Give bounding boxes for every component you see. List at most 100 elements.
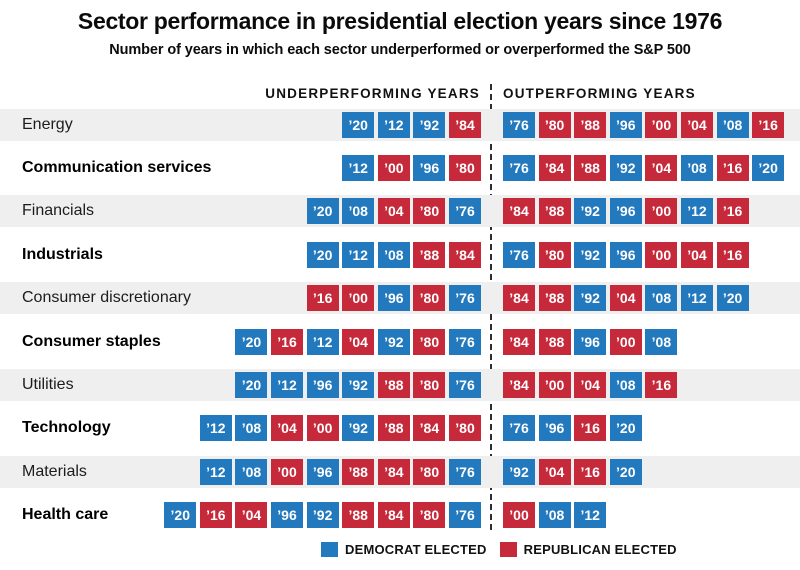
- column-headers: UNDERPERFORMING YEARS OUTPERFORMING YEAR…: [0, 86, 800, 104]
- year-box: ’00: [271, 458, 304, 485]
- year-box: ’04: [609, 285, 642, 312]
- year-box: ’80: [538, 111, 571, 138]
- year-box: ’00: [538, 372, 571, 399]
- year-box: ’12: [342, 241, 375, 268]
- row-band: Technology ’12’08’04’00’92’88’84’80 ’76’96…: [0, 412, 800, 444]
- year-box: ’88: [342, 458, 375, 485]
- year-box: ’76: [503, 415, 535, 442]
- year-box: ’16: [271, 328, 304, 355]
- year-box: ’92: [342, 372, 375, 399]
- year-box: ’00: [503, 502, 535, 529]
- underperforming-years-group: ’20’16’12’04’92’80’76: [235, 328, 481, 355]
- year-box: ’08: [538, 502, 571, 529]
- year-box: ’96: [609, 111, 642, 138]
- sector-label: Consumer staples: [22, 332, 161, 350]
- year-box: ’20: [752, 155, 785, 182]
- year-box: ’80: [449, 155, 481, 182]
- year-box: ’80: [413, 198, 446, 225]
- year-box: ’12: [271, 372, 304, 399]
- year-box: ’16: [645, 372, 678, 399]
- year-box: ’80: [413, 285, 446, 312]
- row-band: Financials ’20’08’04’80’76 ’84’88’92’96’00…: [0, 195, 800, 228]
- outperforming-years-group: ’76’96’16’20: [503, 415, 642, 442]
- year-box: ’00: [377, 155, 410, 182]
- year-box: ’84: [503, 328, 535, 355]
- year-box: ’76: [503, 241, 535, 268]
- republican-color-swatch: [499, 542, 517, 557]
- underperforming-years-group: ’12’00’96’80: [342, 155, 481, 182]
- outperforming-years-group: ’76’84’88’92’04’08’16’20: [503, 155, 785, 182]
- year-box: ’84: [503, 285, 535, 312]
- year-box: ’08: [645, 328, 678, 355]
- sector-label: Health care: [22, 506, 109, 524]
- page-title: Sector performance in presidential elect…: [77, 8, 723, 34]
- outperforming-column-header: OUTPERFORMING YEARS: [503, 86, 696, 101]
- underperforming-years-group: ’12’08’00’96’88’84’80’76: [199, 458, 481, 485]
- year-box: ’08: [680, 155, 713, 182]
- year-box: ’92: [574, 241, 607, 268]
- sector-label: Financials: [22, 202, 95, 220]
- page-subtitle: Number of years in which each sector und…: [109, 42, 691, 58]
- year-box: ’20: [235, 372, 268, 399]
- year-box: ’04: [680, 111, 713, 138]
- year-box: ’20: [609, 458, 642, 485]
- year-box: ’12: [680, 285, 713, 312]
- year-box: ’96: [609, 241, 642, 268]
- year-box: ’96: [609, 198, 642, 225]
- year-box: ’96: [538, 415, 571, 442]
- year-box: ’88: [413, 241, 446, 268]
- year-box: ’00: [306, 415, 339, 442]
- year-box: ’92: [503, 458, 535, 485]
- sector-row: Consumer discretionary ’16’00’96’80’76 ’84…: [0, 277, 800, 320]
- year-box: ’04: [342, 328, 375, 355]
- year-box: ’76: [449, 458, 481, 485]
- year-box: ’20: [306, 198, 339, 225]
- sector-row: Financials ’20’08’04’80’76 ’84’88’92’96’00…: [0, 190, 800, 233]
- year-box: ’12: [377, 111, 410, 138]
- year-box: ’80: [538, 241, 571, 268]
- year-box: ’80: [449, 415, 481, 442]
- row-band: Materials ’12’08’00’96’88’84’80’76’92’04’…: [0, 455, 800, 488]
- year-box: ’96: [413, 155, 446, 182]
- year-box: ’20: [164, 502, 197, 529]
- year-box: ’16: [716, 241, 749, 268]
- year-box: ’00: [645, 111, 678, 138]
- outperforming-years-group: ’76’80’88’96’00’04’08’16: [503, 111, 785, 138]
- year-box: ’20: [342, 111, 375, 138]
- year-box: ’00: [645, 241, 678, 268]
- underperforming-years-group: ’12’08’04’00’92’88’84’80: [199, 415, 481, 442]
- year-box: ’88: [377, 372, 410, 399]
- year-box: ’12: [680, 198, 713, 225]
- sector-row: Materials ’12’08’00’96’88’84’80’76’92’04’…: [0, 450, 800, 493]
- row-band: Consumer staples ’20’16’12’04’92’80’76 ’84…: [0, 326, 800, 358]
- year-box: ’92: [413, 111, 446, 138]
- year-box: ’92: [342, 415, 375, 442]
- year-box: ’88: [342, 502, 375, 529]
- year-box: ’88: [538, 285, 571, 312]
- year-box: ’76: [449, 285, 481, 312]
- sector-row: Utilities ’20’12’96’92’88’80’76’84’00’04’…: [0, 363, 800, 406]
- year-box: ’96: [306, 458, 339, 485]
- year-box: ’92: [306, 502, 339, 529]
- year-box: ’08: [645, 285, 678, 312]
- underperforming-years-group: ’20’12’08’88’84: [306, 241, 481, 268]
- year-box: ’84: [449, 241, 481, 268]
- year-box: ’08: [377, 241, 410, 268]
- year-box: ’08: [609, 372, 642, 399]
- year-box: ’84: [377, 502, 410, 529]
- year-box: ’04: [271, 415, 304, 442]
- year-box: ’16: [752, 111, 785, 138]
- year-box: ’04: [574, 372, 607, 399]
- sector-label: Industrials: [22, 245, 103, 263]
- underperforming-years-group: ’16’00’96’80’76: [306, 285, 481, 312]
- outperforming-years-group: ’84’88’92’04’08’12’20: [503, 285, 749, 312]
- year-box: ’20: [306, 241, 339, 268]
- year-box: ’20: [609, 415, 642, 442]
- underperforming-years-group: ’20’16’04’96’92’88’84’80’76: [164, 502, 481, 529]
- sector-row: Technology ’12’08’04’00’92’88’84’80 ’76’96…: [0, 407, 800, 450]
- underperforming-column-header: UNDERPERFORMING YEARS: [265, 86, 480, 101]
- year-box: ’76: [449, 198, 481, 225]
- year-box: ’12: [199, 415, 232, 442]
- outperforming-years-group: ’84’88’96’00’08: [503, 328, 678, 355]
- row-band: Consumer discretionary ’16’00’96’80’76 ’84…: [0, 282, 800, 315]
